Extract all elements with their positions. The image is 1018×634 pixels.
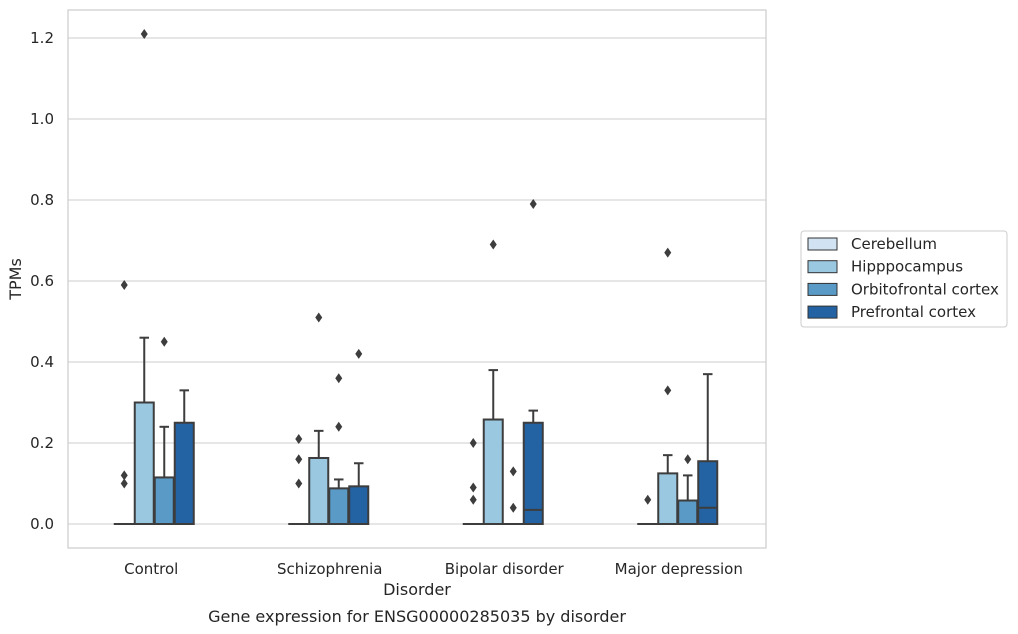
box-element <box>173 389 195 525</box>
box-rect <box>522 421 544 525</box>
outlier-point <box>355 348 363 359</box>
outlier-point <box>295 454 303 465</box>
y-tick-labels: 0.0 0.2 0.4 0.6 0.8 1.0 1.2 <box>30 29 54 533</box>
box-element <box>657 247 679 525</box>
box-rect <box>348 485 370 525</box>
outlier-point <box>684 454 692 465</box>
legend-swatch <box>807 237 838 251</box>
box-element <box>462 438 484 526</box>
outlier-point <box>509 466 517 477</box>
outlier-point <box>335 373 343 384</box>
box-rect <box>328 487 350 525</box>
box-element <box>113 280 135 526</box>
legend-swatch <box>807 282 838 296</box>
box-element <box>133 28 155 525</box>
outlier-point <box>120 478 128 489</box>
outlier-point <box>509 502 517 513</box>
box-element <box>288 433 310 526</box>
category-group <box>288 312 370 526</box>
outlier-point <box>295 478 303 489</box>
outlier-point <box>664 247 672 258</box>
legend-label: Prefrontal cortex <box>851 303 976 321</box>
y-tick-label: 0.6 <box>30 272 54 290</box>
legend-swatch <box>807 305 838 319</box>
x-tick-label: Bipolar disorder <box>445 560 565 578</box>
chart-caption: Gene expression for ENSG00000285035 by d… <box>208 607 626 626</box>
box-rect <box>153 476 175 525</box>
box-rect <box>697 460 719 526</box>
category-group <box>113 28 195 526</box>
legend-item: Prefrontal cortex <box>807 303 976 321</box>
y-tick-label: 0.0 <box>30 515 54 533</box>
x-tick-label: Control <box>124 560 178 578</box>
y-tick-label: 0.8 <box>30 191 54 209</box>
outlier-point <box>489 239 497 250</box>
x-tick-labels: Control Schizophrenia Bipolar disorder Majo… <box>124 560 743 578</box>
outlier-point <box>664 385 672 396</box>
category-group <box>637 247 719 526</box>
outlier-point <box>140 28 148 39</box>
legend-item: Orbitofrontal cortex <box>807 280 999 298</box>
x-tick-label: Major depression <box>615 560 743 578</box>
legend-item: Hipppocampus <box>807 258 963 276</box>
y-tick-label: 0.4 <box>30 353 54 371</box>
outlier-point <box>120 470 128 481</box>
outlier-point <box>335 421 343 432</box>
x-tick-label: Schizophrenia <box>277 560 382 578</box>
box-rect <box>173 421 195 525</box>
box-element <box>697 373 719 526</box>
y-tick-label: 1.0 <box>30 110 54 128</box>
box-rect <box>482 418 504 526</box>
box-element <box>482 239 504 526</box>
box-element <box>348 348 370 525</box>
outlier-point <box>469 438 477 448</box>
outlier-point <box>469 494 477 505</box>
outlier-point <box>315 312 323 323</box>
box-rect <box>677 499 699 526</box>
legend-item: Cerebellum <box>807 235 937 253</box>
legend-label: Orbitofrontal cortex <box>851 280 999 298</box>
outlier-point <box>644 494 652 505</box>
outlier-point <box>160 336 168 347</box>
outlier-point <box>120 280 128 291</box>
x-axis-title: Disorder <box>383 580 451 599</box>
outlier-point <box>469 482 477 493</box>
box-groups <box>113 28 719 526</box>
outlier-point <box>295 433 303 444</box>
legend-label: Hipppocampus <box>851 258 963 276</box>
plot-frame <box>67 9 767 549</box>
y-axis-title: TPMs <box>6 258 25 301</box>
box-rect <box>133 401 155 525</box>
box-rect <box>308 456 330 525</box>
legend-swatch <box>807 260 838 274</box>
legend: Cerebellum Hipppocampus Orbitofrontal cort… <box>800 230 1008 328</box>
box-rect <box>657 472 679 525</box>
legend-label: Cerebellum <box>851 235 937 253</box>
plot-area <box>68 10 766 548</box>
box-element <box>502 466 524 526</box>
legend-frame <box>800 230 1008 328</box>
category-group <box>462 199 544 526</box>
outlier-point <box>529 199 537 210</box>
y-tick-label: 1.2 <box>30 29 54 47</box>
box-element <box>522 199 544 525</box>
y-tick-label: 0.2 <box>30 434 54 452</box>
